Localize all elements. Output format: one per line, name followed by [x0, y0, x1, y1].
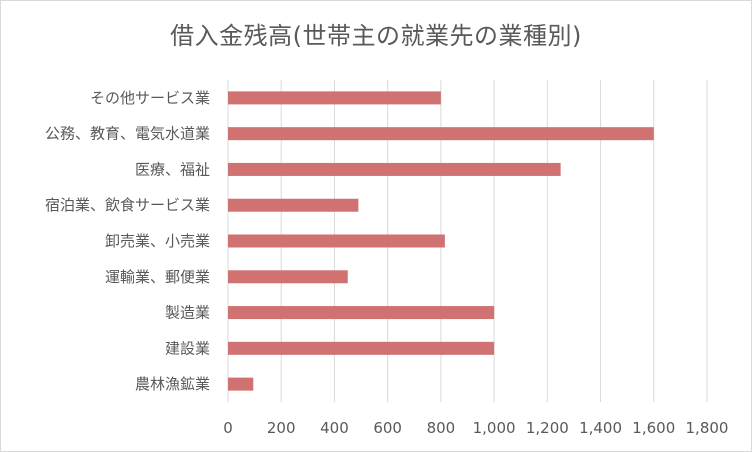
category-labels: その他サービス業公務、教育、電気水道業医療、福祉宿泊業、飲食サービス業卸売業、小…	[45, 89, 210, 393]
bar-4	[228, 234, 445, 248]
bar-3	[228, 198, 359, 212]
bar-1	[228, 127, 654, 141]
bar-0	[228, 91, 441, 105]
tick-label-1: 200	[267, 419, 296, 437]
tick-label-5: 1,000	[473, 419, 516, 437]
tick-label-2: 400	[320, 419, 349, 437]
tick-label-6: 1,200	[526, 419, 569, 437]
tick-label-8: 1,600	[632, 419, 675, 437]
bars	[228, 91, 654, 391]
category-label-5: 運輸業、郵便業	[105, 268, 210, 286]
category-label-3: 宿泊業、飲食サービス業	[45, 196, 210, 214]
bar-8	[228, 377, 254, 391]
category-label-1: 公務、教育、電気水道業	[45, 125, 210, 143]
bar-2	[228, 162, 561, 176]
bar-5	[228, 270, 348, 284]
tick-label-3: 600	[373, 419, 402, 437]
category-label-8: 農林漁鉱業	[135, 375, 210, 393]
bar-7	[228, 341, 495, 355]
category-label-7: 建設業	[165, 339, 210, 357]
category-label-6: 製造業	[165, 304, 210, 322]
tick-labels: 0 200 400 600 800 1,000 1,200 1,400 1,600 1,800	[223, 419, 728, 437]
tick-label-7: 1,400	[579, 419, 622, 437]
bar-6	[228, 306, 495, 320]
category-label-0: その他サービス業	[90, 89, 210, 107]
chart-title: 借入金残高(世帯主の就業先の業種別)	[170, 22, 582, 50]
tick-label-4: 800	[427, 419, 456, 437]
tick-label-9: 1,800	[686, 419, 729, 437]
category-label-2: 医療、福祉	[135, 160, 210, 178]
category-label-4: 卸売業、小売業	[105, 232, 210, 250]
tick-label-0: 0	[223, 419, 233, 437]
